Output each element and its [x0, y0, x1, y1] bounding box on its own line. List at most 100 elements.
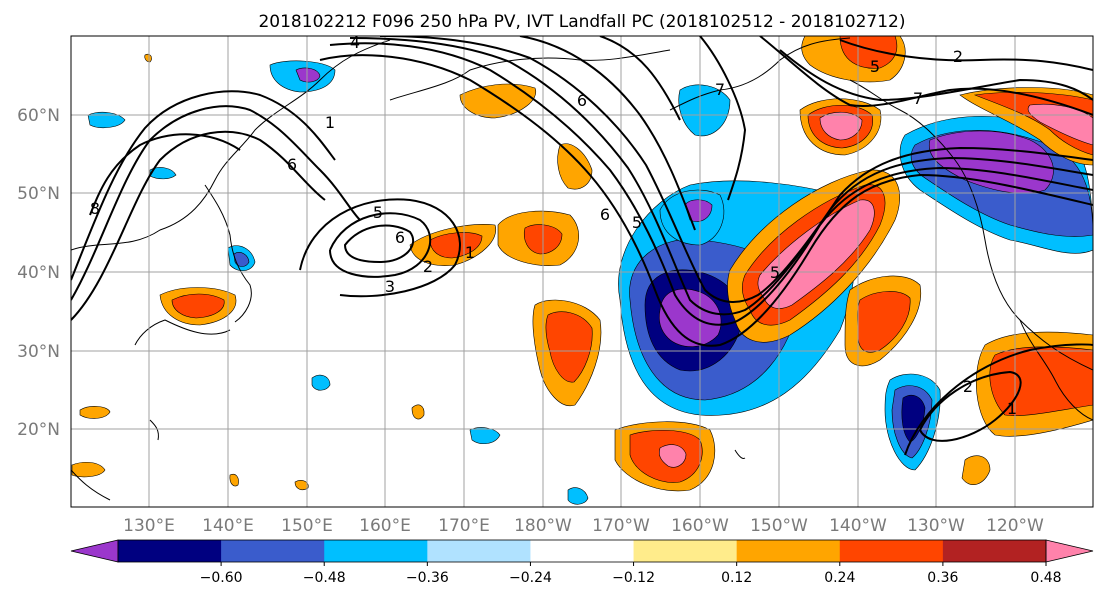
lon-label: 150°W [750, 516, 808, 536]
colorbar-segment [118, 540, 222, 562]
lat-label: 60°N [17, 106, 60, 126]
contour-label: 2 [423, 257, 433, 276]
colorbar-segment [736, 540, 841, 562]
contour-label: 5 [870, 57, 880, 76]
contour-label: 5 [373, 203, 383, 222]
positive-anomaly-small-4 [229, 473, 239, 487]
contour-label: 7 [913, 89, 923, 108]
positive-anomaly-northeast-core [1027, 103, 1093, 146]
contour-line [779, 49, 1093, 102]
colorbar-extend-low [70, 539, 119, 563]
contour-line [329, 42, 1093, 326]
contour-line [71, 90, 336, 281]
contour-label: 8 [90, 199, 100, 218]
colorbar-extend-high [1045, 539, 1094, 563]
lat-label: 50°N [17, 184, 60, 204]
gridlines [71, 36, 1093, 507]
negative-anomaly-small-1 [311, 374, 331, 391]
latitude-labels: 60°N 50°N 40°N 30°N 20°N [17, 106, 60, 440]
lon-label: 120°W [986, 516, 1044, 536]
contour-label: 6 [600, 205, 610, 224]
lon-label: 160°W [671, 516, 729, 536]
contour-label: 4 [350, 33, 360, 52]
figure-title: 2018102212 F096 250 hPa PV, IVT Landfall… [258, 12, 905, 32]
lon-label: 130°E [123, 516, 175, 536]
colorbar-tick-label: 0.12 [721, 570, 752, 586]
contour-label: 3 [385, 277, 395, 296]
lon-label: 170°E [438, 516, 490, 536]
contour-line [343, 224, 415, 264]
negative-anomaly-central-core [658, 288, 722, 347]
colorbar-tick-label: 0.24 [824, 570, 855, 586]
contour-label: 1 [1007, 399, 1017, 418]
negative-anomaly-small-4 [149, 167, 177, 180]
contour-label: 6 [287, 155, 297, 174]
positive-anomaly-small-3 [71, 461, 106, 478]
lon-label: 160°E [359, 516, 411, 536]
contour-line [71, 130, 326, 321]
colorbar-segment [221, 540, 325, 562]
contour-line [839, 39, 1093, 71]
lat-label: 40°N [17, 263, 60, 283]
lon-label: 140°W [829, 516, 887, 536]
coast-hawaii [734, 449, 746, 459]
negative-anomaly-kamchatka-core [295, 67, 321, 83]
lon-label: 130°W [907, 516, 965, 536]
longitude-labels: 130°E 140°E 150°E 160°E 170°E 180°W 170°W 160°W… [123, 516, 1044, 536]
ivt-contours [71, 36, 1093, 456]
coast-north-america [849, 79, 1093, 371]
negative-anomaly-north-core [684, 199, 713, 222]
contour-line [379, 36, 1093, 303]
lat-label: 20°N [17, 420, 60, 440]
coastlines [71, 37, 1093, 501]
lon-label: 180°W [514, 516, 572, 536]
colorbar-tick-labels: −0.60 −0.48 −0.36 −0.24 −0.12 0.12 0.24 0.36 0.4… [200, 562, 1062, 586]
colorbar-tick-label: 0.48 [1030, 570, 1061, 586]
coast-japan-south [134, 319, 231, 346]
contour-label: 6 [395, 228, 405, 247]
contour-line [904, 343, 1093, 456]
positive-anomaly-small-2 [79, 406, 111, 419]
colorbar-tick-label: 0.36 [927, 570, 958, 586]
contour-line [699, 36, 747, 201]
coast-asia [71, 39, 391, 251]
contour-label: 5 [632, 213, 642, 232]
colorbar-segment [633, 540, 738, 562]
contour-line [599, 36, 681, 121]
colorbar-segment [530, 540, 635, 562]
coast-small-1 [149, 419, 159, 441]
negative-anomaly-west-small [87, 111, 126, 129]
map-frame [70, 35, 1094, 508]
contour-label: 7 [715, 80, 725, 99]
negative-anomaly-small-3 [567, 487, 589, 505]
positive-anomaly-gulf-core [819, 111, 863, 141]
colorbar-segment [839, 540, 944, 562]
contour-line [519, 36, 696, 231]
positive-anomaly-band-core [757, 199, 875, 309]
pv-shading [71, 36, 1093, 505]
positive-anomaly-small-5 [294, 480, 309, 491]
positive-anomaly-midpac-core [545, 311, 593, 383]
negative-anomaly-small-2 [469, 427, 501, 444]
coast-alaska-west [669, 37, 851, 111]
contour-line [89, 133, 241, 216]
positive-anomaly-south-core [658, 444, 687, 468]
positive-anomaly-northpac-small [557, 143, 593, 190]
contour-label: 2 [963, 377, 973, 396]
contour-line [71, 105, 361, 301]
positive-anomaly-small-1 [411, 404, 425, 420]
colorbar [70, 539, 1094, 563]
contour-label: 1 [465, 243, 475, 262]
contour-line [349, 37, 1093, 316]
contour-line [319, 54, 1093, 347]
colorbar-segment [324, 540, 428, 562]
contour-line [299, 198, 461, 298]
coast-philippines [71, 469, 111, 501]
colorbar-tick-label: −0.36 [406, 570, 449, 586]
colorbar-tick-label: −0.60 [200, 570, 243, 586]
positive-anomaly-japan-core [171, 293, 225, 319]
lon-label: 140°E [202, 516, 254, 536]
